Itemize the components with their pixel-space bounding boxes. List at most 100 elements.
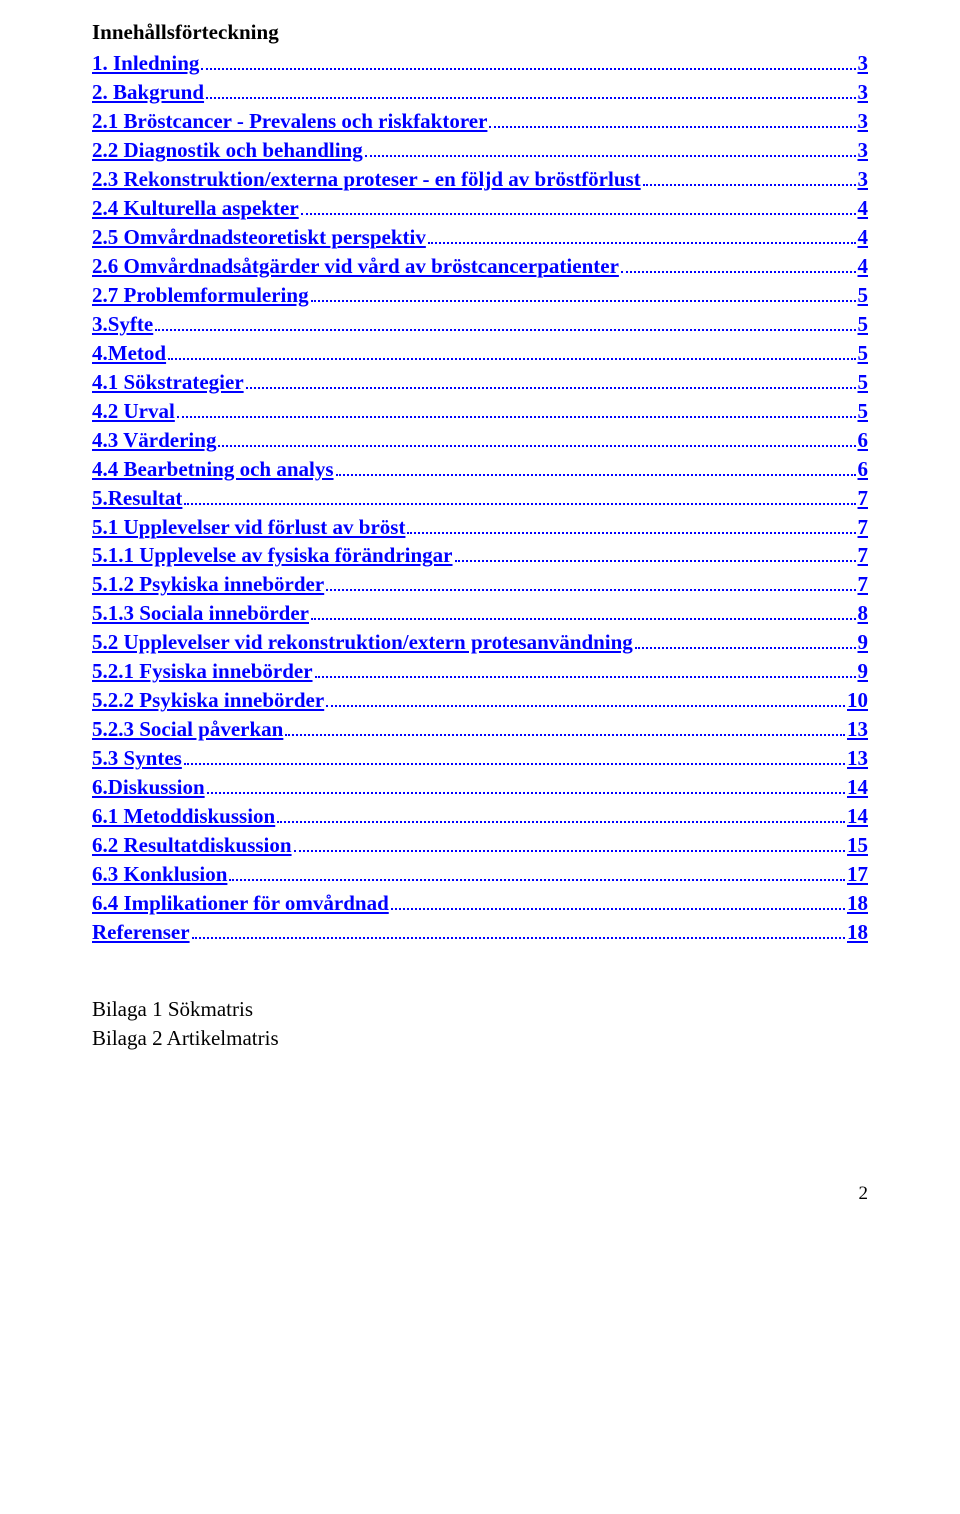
toc-entry-page: 9 — [858, 657, 869, 686]
toc-entry[interactable]: 5.Resultat7 — [92, 484, 868, 513]
toc-entry-page: 5 — [858, 281, 869, 310]
toc-entry-page: 3 — [858, 107, 869, 136]
toc-leader-dots — [311, 618, 855, 620]
toc-entry-page: 15 — [847, 831, 868, 860]
toc-entry-label: 5.2.1 Fysiska innebörder — [92, 657, 313, 686]
toc-leader-dots — [326, 705, 845, 707]
toc-entry[interactable]: 5.2 Upplevelser vid rekonstruktion/exter… — [92, 628, 868, 657]
toc-entry[interactable]: 6.2 Resultatdiskussion 15 — [92, 831, 868, 860]
toc-entry[interactable]: 5.1.2 Psykiska innebörder7 — [92, 570, 868, 599]
toc-entry[interactable]: 4.2 Urval5 — [92, 397, 868, 426]
document-page: Innehållsförteckning 1. Inledning32. Bak… — [0, 0, 960, 1245]
toc-leader-dots — [336, 474, 856, 476]
toc-entry-label: 5.2 Upplevelser vid rekonstruktion/exter… — [92, 628, 633, 657]
toc-leader-dots — [218, 445, 855, 447]
toc-entry-page: 4 — [858, 194, 869, 223]
toc-entry[interactable]: 2.5 Omvårdnadsteoretiskt perspektiv4 — [92, 223, 868, 252]
toc-entry[interactable]: 4.Metod5 — [92, 339, 868, 368]
toc-entry-label: 4.1 Sökstrategier — [92, 368, 244, 397]
toc-entry-label: 2. Bakgrund — [92, 78, 204, 107]
toc-leader-dots — [201, 68, 855, 70]
toc-entry-page: 4 — [858, 252, 869, 281]
toc-entry[interactable]: 6.3 Konklusion 17 — [92, 860, 868, 889]
toc-entry-page: 18 — [847, 889, 868, 918]
toc-entry-label: 4.Metod — [92, 339, 166, 368]
toc-entry-page: 3 — [858, 165, 869, 194]
toc-entry[interactable]: 6.1 Metoddiskussion14 — [92, 802, 868, 831]
toc-entry-page: 7 — [858, 484, 869, 513]
toc-entry-label: 2.4 Kulturella aspekter — [92, 194, 299, 223]
toc-leader-dots — [285, 734, 845, 736]
toc-entry-page: 3 — [858, 136, 869, 165]
toc-leader-dots — [277, 821, 845, 823]
toc-entry[interactable]: 2.2 Diagnostik och behandling 3 — [92, 136, 868, 165]
toc-title: Innehållsförteckning — [92, 20, 868, 45]
toc-leader-dots — [621, 271, 856, 273]
toc-entry[interactable]: 2.4 Kulturella aspekter 4 — [92, 194, 868, 223]
toc-leader-dots — [326, 589, 855, 591]
toc-entry-label: 5.1.2 Psykiska innebörder — [92, 570, 324, 599]
toc-entry[interactable]: 6.4 Implikationer för omvårdnad 18 — [92, 889, 868, 918]
toc-entry[interactable]: 5.1.1 Upplevelse av fysiska förändringar… — [92, 541, 868, 570]
toc-entry[interactable]: 1. Inledning3 — [92, 49, 868, 78]
toc-entry-label: 2.5 Omvårdnadsteoretiskt perspektiv — [92, 223, 426, 252]
toc-entry[interactable]: 2.6 Omvårdnadsåtgärder vid vård av bröst… — [92, 252, 868, 281]
toc-entry-label: 4.4 Bearbetning och analys — [92, 455, 334, 484]
toc-entry[interactable]: 4.3 Värdering6 — [92, 426, 868, 455]
toc-entry[interactable]: 2.1 Bröstcancer - Prevalens och riskfakt… — [92, 107, 868, 136]
toc-entry-label: 2.2 Diagnostik och behandling — [92, 136, 363, 165]
toc-entry-label: 6.Diskussion — [92, 773, 205, 802]
toc-entry[interactable]: 5.2.2 Psykiska innebörder10 — [92, 686, 868, 715]
toc-entry[interactable]: 6.Diskussion14 — [92, 773, 868, 802]
toc-entry-label: 2.3 Rekonstruktion/externa proteser - en… — [92, 165, 641, 194]
toc-entry-label: 2.1 Bröstcancer - Prevalens och riskfakt… — [92, 107, 487, 136]
toc-leader-dots — [311, 300, 856, 302]
toc-leader-dots — [155, 329, 855, 331]
toc-entry-page: 7 — [858, 513, 869, 542]
toc-leader-dots — [168, 358, 855, 360]
toc-entry[interactable]: 4.4 Bearbetning och analys6 — [92, 455, 868, 484]
toc-leader-dots — [365, 155, 856, 157]
toc-entry-page: 5 — [858, 397, 869, 426]
toc-entry-label: 2.7 Problemformulering — [92, 281, 309, 310]
toc-entry-label: 6.2 Resultatdiskussion — [92, 831, 292, 860]
toc-entry-label: 2.6 Omvårdnadsåtgärder vid vård av bröst… — [92, 252, 619, 281]
toc-entry[interactable]: 2.7 Problemformulering 5 — [92, 281, 868, 310]
toc-leader-dots — [207, 792, 845, 794]
toc-entry[interactable]: 5.1 Upplevelser vid förlust av bröst 7 — [92, 513, 868, 542]
toc-entry-page: 5 — [858, 368, 869, 397]
toc-leader-dots — [315, 676, 856, 678]
toc-entry-page: 13 — [847, 744, 868, 773]
toc-entry[interactable]: 5.1.3 Sociala innebörder8 — [92, 599, 868, 628]
toc-entry[interactable]: 5.3 Syntes13 — [92, 744, 868, 773]
toc-leader-dots — [391, 908, 845, 910]
toc-leader-dots — [301, 213, 856, 215]
toc-entry-label: 5.1 Upplevelser vid förlust av bröst — [92, 513, 405, 542]
toc-leader-dots — [428, 242, 856, 244]
toc-leader-dots — [455, 560, 856, 562]
toc-entry-label: 6.3 Konklusion — [92, 860, 227, 889]
toc-entry-page: 6 — [858, 426, 869, 455]
toc-entry-page: 9 — [858, 628, 869, 657]
toc-list: 1. Inledning32. Bakgrund32.1 Bröstcancer… — [92, 49, 868, 947]
toc-leader-dots — [177, 416, 856, 418]
toc-entry[interactable]: 2.3 Rekonstruktion/externa proteser - en… — [92, 165, 868, 194]
toc-leader-dots — [294, 850, 845, 852]
toc-leader-dots — [246, 387, 856, 389]
toc-entry[interactable]: 2. Bakgrund3 — [92, 78, 868, 107]
toc-entry-label: 5.1.1 Upplevelse av fysiska förändringar — [92, 541, 453, 570]
toc-entry-label: 1. Inledning — [92, 49, 199, 78]
toc-leader-dots — [229, 879, 845, 881]
toc-entry[interactable]: 4.1 Sökstrategier 5 — [92, 368, 868, 397]
toc-entry-page: 7 — [858, 541, 869, 570]
toc-entry[interactable]: 5.2.3 Social påverkan13 — [92, 715, 868, 744]
toc-entry-label: 6.4 Implikationer för omvårdnad — [92, 889, 389, 918]
toc-entry-page: 18 — [847, 918, 868, 947]
toc-entry[interactable]: 3.Syfte5 — [92, 310, 868, 339]
toc-entry-page: 17 — [847, 860, 868, 889]
appendix-line: Bilaga 2 Artikelmatris — [92, 1024, 868, 1053]
toc-entry[interactable]: 5.2.1 Fysiska innebörder 9 — [92, 657, 868, 686]
toc-entry-page: 13 — [847, 715, 868, 744]
toc-entry[interactable]: Referenser18 — [92, 918, 868, 947]
toc-leader-dots — [489, 126, 855, 128]
